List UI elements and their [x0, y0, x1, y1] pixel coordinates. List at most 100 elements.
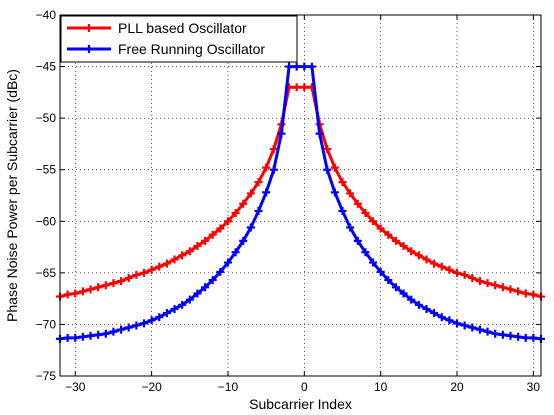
x-tick-label: 30 [527, 380, 541, 394]
data-point [475, 325, 484, 334]
data-point [78, 287, 87, 296]
x-tick-label: −20 [141, 380, 162, 394]
data-point [498, 283, 507, 292]
data-point [262, 188, 271, 197]
data-point [231, 209, 240, 218]
data-point [437, 262, 446, 271]
data-point [514, 332, 523, 341]
series-2 [56, 62, 545, 343]
data-point [178, 251, 187, 260]
data-point [414, 300, 423, 309]
data-point [307, 62, 316, 71]
data-point [185, 247, 194, 256]
series-line [59, 85, 542, 299]
data-point [376, 224, 385, 233]
data-point [292, 83, 301, 92]
data-point [71, 333, 80, 342]
data-point [216, 224, 225, 233]
data-point [353, 236, 362, 245]
y-tick-label: −55 [36, 163, 57, 177]
data-point [521, 289, 530, 298]
data-point [453, 319, 462, 328]
data-point [86, 331, 95, 340]
data-point [132, 270, 141, 279]
data-point [315, 129, 324, 138]
plot-frame [59, 14, 542, 377]
data-point [109, 327, 118, 336]
legend-box [60, 15, 298, 63]
data-point [468, 274, 477, 283]
data-point [139, 268, 148, 277]
data-point [101, 329, 110, 338]
data-point [139, 319, 148, 328]
data-point [514, 287, 523, 296]
data-point [155, 262, 164, 271]
legend-marker [85, 45, 93, 53]
data-point [460, 321, 469, 330]
data-point [239, 199, 248, 208]
data-point [491, 281, 500, 290]
data-point [330, 163, 339, 172]
x-tick-label: 0 [301, 380, 308, 394]
data-point [223, 217, 232, 226]
data-point [193, 289, 202, 298]
data-point [323, 145, 332, 154]
data-point [269, 145, 278, 154]
data-point [170, 304, 179, 313]
data-point [63, 333, 72, 342]
data-point [201, 236, 210, 245]
data-point [460, 270, 469, 279]
data-point [193, 242, 202, 251]
series-line [59, 65, 542, 341]
data-point [132, 321, 141, 330]
x-tick-label: −10 [218, 380, 239, 394]
data-point [254, 178, 263, 187]
data-point [117, 325, 126, 334]
data-point [101, 281, 110, 290]
data-point [162, 259, 171, 268]
legend-label: PLL based Oscillator [118, 20, 247, 36]
x-tick-label: 10 [374, 380, 388, 394]
data-point [117, 277, 126, 286]
x-axis-label: Subcarrier Index [249, 396, 352, 412]
grid-lines [60, 14, 541, 377]
y-tick-label: −45 [36, 60, 57, 74]
data-point [155, 313, 164, 322]
data-point [94, 283, 103, 292]
data-point [391, 236, 400, 245]
data-point [346, 189, 355, 198]
y-tick-label: −40 [36, 8, 57, 22]
data-point [529, 290, 538, 299]
data-point [437, 313, 446, 322]
data-point [300, 83, 309, 92]
data-point [185, 295, 194, 304]
legend-item-2: Free Running Oscillator [67, 41, 265, 57]
data-point [223, 258, 232, 267]
data-point [445, 265, 454, 274]
data-point [86, 285, 95, 294]
data-point [430, 309, 439, 318]
data-point [468, 323, 477, 332]
legend-label: Free Running Oscillator [118, 41, 265, 57]
data-point [521, 333, 530, 342]
data-point [361, 209, 370, 218]
data-point [498, 330, 507, 339]
data-point [201, 283, 210, 292]
data-point [208, 276, 217, 285]
axis-ticks: −30 −20 −10 0 10 20 30 −75 −70 −65 −60 −55 −50 −45 −40 [36, 8, 541, 394]
y-tick-label: −65 [36, 266, 57, 280]
data-point [147, 316, 156, 325]
data-point [483, 279, 492, 288]
data-point [338, 206, 347, 215]
series-1 [56, 83, 545, 301]
data-point [239, 236, 248, 245]
data-point [384, 276, 393, 285]
data-point [269, 165, 278, 174]
data-point [338, 178, 347, 187]
data-point [262, 163, 271, 172]
data-point [529, 333, 538, 342]
data-point [170, 255, 179, 264]
data-point [414, 251, 423, 260]
data-point [94, 330, 103, 339]
